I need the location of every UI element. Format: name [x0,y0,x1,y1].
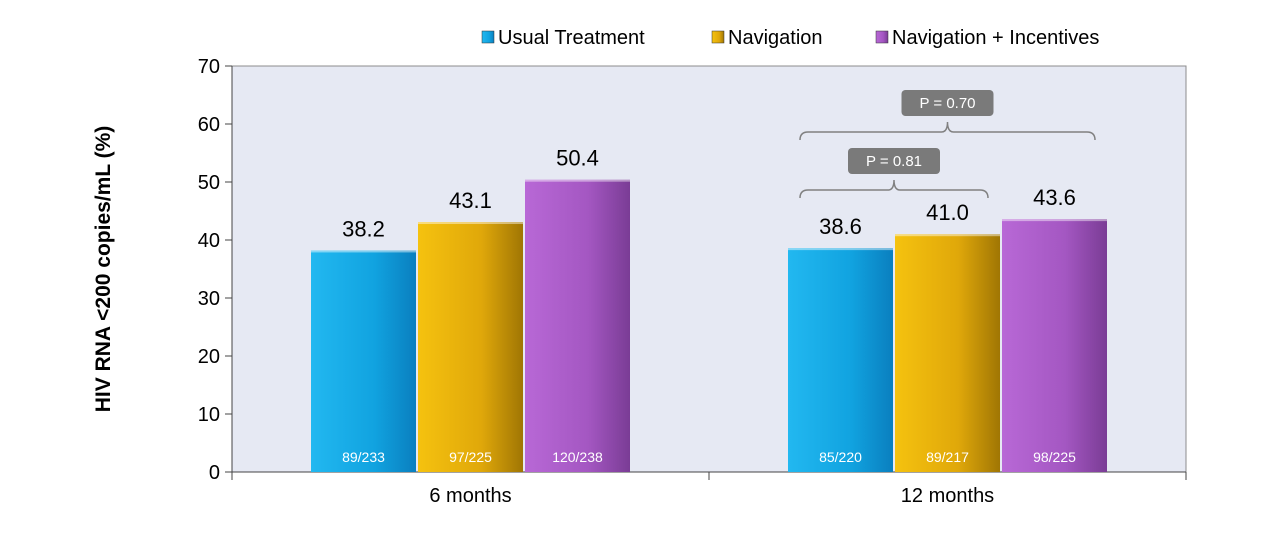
legend-swatch [481,30,495,44]
y-tick-label: 20 [198,346,220,368]
y-tick-label: 10 [198,404,220,426]
annotations: P = 0.81 P = 0.70 [799,90,1096,199]
x-tick-label: 6 months [429,485,511,507]
data-label: 43.6 [1033,185,1076,210]
legend: Usual Treatment Navigation Navigation + In… [481,27,1099,49]
bar [311,250,416,472]
y-tick-label: 30 [198,288,220,310]
data-label: 50.4 [556,146,599,171]
y-tick-label: 50 [198,172,220,194]
bar [1002,219,1107,472]
legend-label: Navigation [728,27,823,49]
legend-label: Navigation + Incentives [892,27,1099,49]
p-value-label: P = 0.81 [866,153,922,170]
p-value-badge [901,90,994,116]
y-tick-label: 0 [209,462,220,484]
x-tick-label: 12 months [901,485,994,507]
significance-bracket [799,121,1096,141]
count-label: 98/225 [1033,449,1076,465]
x-axis: 6 months 12 months [231,471,1187,507]
bar-top-highlight [1002,219,1107,222]
count-label: 97/225 [449,449,492,465]
y-tick-label: 70 [198,56,220,78]
bar [788,248,893,472]
legend-label: Usual Treatment [498,27,645,49]
significance-bracket [799,179,989,199]
y-tick-label: 40 [198,230,220,252]
p-value-badge [848,148,940,174]
y-tick-label: 60 [198,114,220,136]
bar-top-highlight [525,179,630,182]
p-value-label: P = 0.70 [919,95,975,112]
bar [895,234,1000,472]
bars: 38.2 89/233 38.6 85/220 43.1 97/225 41.0 89/217… [311,146,1107,472]
legend-swatch [711,30,725,44]
y-axis-label: HIV RNA <200 copies/mL (%) [92,126,115,413]
bar [418,222,523,472]
bar-top-highlight [895,234,1000,237]
count-label: 89/217 [926,449,969,465]
bar-top-highlight [311,250,416,253]
count-label: 85/220 [819,449,862,465]
legend-swatch [875,30,889,44]
data-label: 41.0 [926,200,969,225]
count-label: 89/233 [342,449,385,465]
bar-top-highlight [788,248,893,251]
bar [525,179,630,472]
count-label: 120/238 [552,449,603,465]
data-label: 38.6 [819,214,862,239]
y-axis: 0 10 20 30 40 50 60 70 [198,56,233,484]
data-label: 43.1 [449,188,492,213]
data-label: 38.2 [342,216,385,241]
bar-top-highlight [418,222,523,225]
